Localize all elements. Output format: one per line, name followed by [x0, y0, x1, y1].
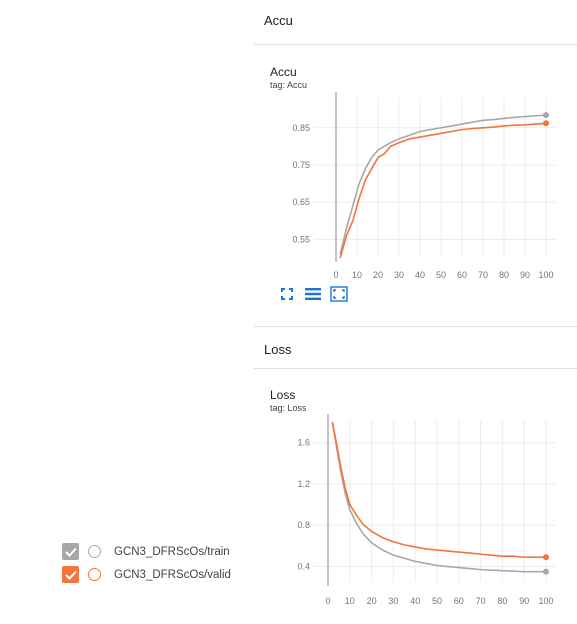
- series-line-train: [339, 114, 547, 255]
- series-end-point-train: [543, 568, 549, 575]
- fit-to-data-button[interactable]: [278, 286, 296, 302]
- accu-chart[interactable]: 0 10 20 30 40 50 60 70 80 90 100 0.55 0.65 0.75 0.85: [270, 92, 560, 284]
- loss-chart[interactable]: 0 10 20 30 40 50 60 70 80 90 100 0.4 0.8 1.2 1.6: [270, 414, 560, 610]
- y-tick-label: 0.85: [292, 123, 310, 133]
- expand-chart-button[interactable]: [330, 286, 348, 302]
- y-tick-label: 0.8: [297, 520, 310, 530]
- x-tick-label: 40: [410, 596, 420, 606]
- series-end-point-valid: [543, 554, 549, 561]
- y-tick-label: 0.4: [297, 562, 310, 572]
- fit-to-data-icon: [281, 288, 293, 300]
- series-end-point-train: [543, 112, 549, 119]
- x-tick-label: 90: [519, 596, 529, 606]
- x-tick-label: 70: [476, 596, 486, 606]
- x-tick-label: 100: [538, 270, 553, 280]
- x-tick-label: 80: [497, 596, 507, 606]
- run-label-train: GCN3_DFRScOs/train: [114, 545, 230, 558]
- x-tick-label: 90: [520, 270, 530, 280]
- y-tick-label: 1.2: [297, 479, 310, 489]
- y-tick-label: 0.55: [292, 234, 310, 244]
- run-checkbox-valid[interactable]: [62, 566, 79, 583]
- section-divider: [254, 326, 577, 327]
- section-title-accu[interactable]: Accu: [264, 13, 293, 28]
- x-tick-label: 0: [325, 596, 330, 606]
- x-tick-label: 50: [436, 270, 446, 280]
- x-tick-label: 20: [373, 270, 383, 280]
- series-end-point-valid: [543, 120, 549, 127]
- series-line-train: [331, 421, 546, 573]
- card-title-loss: Loss: [270, 388, 296, 402]
- card-tag-loss: tag: Loss: [270, 403, 307, 413]
- x-tick-label: 0: [333, 270, 338, 280]
- x-tick-label: 100: [538, 596, 553, 606]
- y-tick-label: 1.6: [297, 438, 310, 448]
- x-tick-label: 70: [478, 270, 488, 280]
- run-selector: GCN3_DFRScOs/train GCN3_DFRScOs/valid: [62, 540, 231, 586]
- series-line-valid: [339, 122, 547, 259]
- y-tick-label: 0.75: [292, 160, 310, 170]
- expand-chart-icon: [330, 286, 348, 302]
- chart-toolbar: [278, 286, 348, 302]
- run-row-valid: GCN3_DFRScOs/valid: [62, 563, 231, 586]
- card-tag-accu: tag: Accu: [270, 80, 308, 90]
- run-label-valid: GCN3_DFRScOs/valid: [114, 568, 231, 581]
- x-tick-label: 20: [367, 596, 377, 606]
- checkmark-icon: [64, 547, 77, 557]
- x-tick-label: 40: [415, 270, 425, 280]
- run-radio-train[interactable]: [88, 545, 101, 558]
- section-divider: [254, 368, 577, 369]
- checkmark-icon: [64, 570, 77, 580]
- x-tick-label: 10: [345, 596, 355, 606]
- x-tick-label: 50: [432, 596, 442, 606]
- grid: [314, 98, 556, 258]
- x-tick-label: 30: [388, 596, 398, 606]
- card-title-accu: Accu: [270, 65, 297, 79]
- x-tick-label: 10: [352, 270, 362, 280]
- y-tick-label: 0.65: [292, 197, 310, 207]
- run-radio-valid[interactable]: [88, 568, 101, 581]
- section-divider: [254, 44, 577, 45]
- run-checkbox-train[interactable]: [62, 543, 79, 560]
- x-tick-label: 60: [454, 596, 464, 606]
- section-title-loss[interactable]: Loss: [264, 342, 292, 357]
- x-tick-label: 80: [499, 270, 509, 280]
- grid: [314, 420, 556, 582]
- x-tick-label: 30: [394, 270, 404, 280]
- toggle-log-scale-icon: [305, 288, 321, 300]
- toggle-log-scale-button[interactable]: [304, 286, 322, 302]
- series-line-valid: [331, 421, 546, 559]
- run-row-train: GCN3_DFRScOs/train: [62, 540, 231, 563]
- x-tick-label: 60: [457, 270, 467, 280]
